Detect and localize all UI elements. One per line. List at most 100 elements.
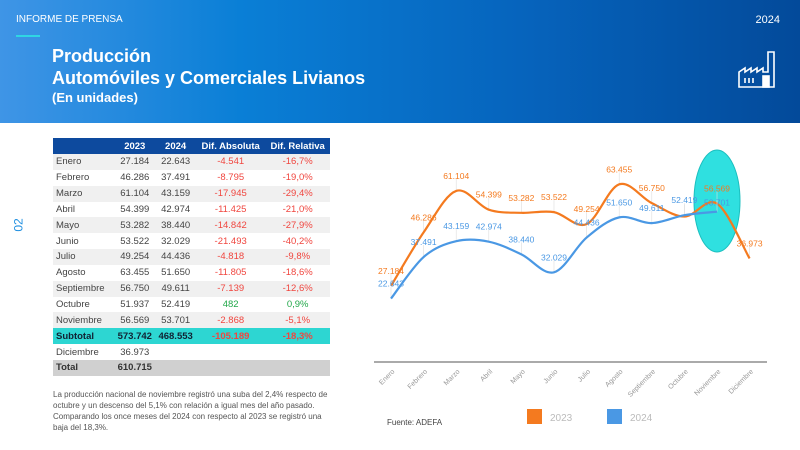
data-label: 44.436 [574, 218, 600, 228]
legend-label: 2023 [550, 413, 573, 424]
table-cell: 56.569 [114, 312, 156, 329]
x-tick-label: Enero [378, 368, 396, 386]
table-row: Febrero 46.286 37.491 -8.795 -19,0% [53, 170, 330, 186]
table-cell: 32.029 [161, 235, 191, 247]
legend-swatch-2023 [527, 409, 542, 424]
table-row: Diciembre 36.973 [53, 344, 330, 360]
header-banner: INFORME DE PRENSA 2024 Producción Automó… [0, 0, 800, 123]
data-label: 53.522 [541, 192, 567, 202]
table-cell: -29,4% [265, 185, 330, 202]
table-cell: Agosto [56, 267, 86, 279]
data-label: 49.254 [574, 204, 600, 214]
table-cell: -105.189 [196, 328, 266, 345]
x-tick-label: Septiembre [627, 368, 657, 398]
table-cell: -17.945 [196, 185, 266, 202]
data-label: 42.974 [476, 222, 502, 232]
table-cell: 49.611 [155, 280, 197, 297]
table-cell: 54.399 [120, 203, 150, 215]
table-cell: Diciembre [56, 346, 99, 358]
table-cell: -21,0% [282, 203, 313, 215]
table-cell: -4.541 [196, 154, 266, 170]
data-label: 49.611 [639, 203, 665, 213]
table-cell: Subtotal [53, 328, 115, 345]
data-label: 27.184 [378, 266, 404, 276]
data-label: 63.455 [606, 164, 632, 174]
table-cell [196, 344, 265, 360]
kicker-underline [16, 35, 40, 37]
table-cell: -12,6% [265, 280, 330, 297]
table-cell: -19,0% [282, 172, 313, 184]
factory-icon [738, 51, 775, 88]
legend-label: 2024 [630, 413, 653, 424]
data-label: 22.643 [378, 279, 404, 289]
table-cell: Noviembre [53, 312, 115, 329]
x-tick-label: Julio [577, 368, 592, 383]
table-row: Mayo 53.282 38.440 -14.842 -27,9% [53, 217, 330, 234]
x-tick-label: Abril [479, 368, 494, 383]
x-tick-label: Febrero [407, 368, 429, 390]
data-label: 38.440 [508, 234, 534, 244]
table-cell: -18,6% [282, 267, 313, 279]
subtotal-row: Subtotal 573.742 468.553 -105.189 -18,3% [53, 328, 330, 345]
table-cell [155, 344, 196, 360]
column-header: Dif. Absoluta [196, 138, 266, 154]
x-tick-label: Noviembre [694, 368, 723, 397]
table-cell: -8.795 [217, 172, 245, 184]
total-row: Total 610.715 [53, 359, 330, 376]
x-tick-label: Agosto [604, 368, 624, 388]
table-row: Junio 53.522 32.029 -21.493 -40,2% [53, 233, 330, 249]
table-cell: 53.282 [114, 217, 156, 234]
x-tick-label: Mayo [510, 368, 527, 385]
table-cell: -40,2% [282, 235, 313, 247]
data-label: 56.750 [639, 183, 665, 193]
summary-paragraph-1: La producción nacional de noviembre regi… [53, 390, 328, 410]
table-cell [265, 359, 330, 376]
table-cell: -21.493 [214, 235, 247, 247]
legend-swatch-2024 [607, 409, 622, 424]
table-cell: Mayo [53, 217, 115, 234]
page-subtitle: Automóviles y Comerciales Livianos [52, 68, 366, 88]
column-header: 2024 [155, 138, 197, 154]
x-tick-label: Octubre [667, 368, 690, 391]
x-tick-label: Marzo [443, 368, 462, 387]
data-label: 37.491 [411, 237, 437, 247]
units-caption: (En unidades) [52, 90, 138, 105]
data-label: 51.650 [606, 197, 632, 207]
summary-note: La producción nacional de noviembre regi… [53, 389, 333, 433]
kicker: INFORME DE PRENSA [16, 14, 123, 25]
x-tick-label: Diciembre [728, 368, 755, 395]
table-cell: 0,9% [286, 299, 309, 311]
table-cell: Marzo [53, 185, 115, 202]
table-cell: -16,7% [265, 154, 330, 170]
table-cell: 44.436 [155, 249, 197, 265]
page-title: Producción [52, 46, 152, 66]
table-cell: 53.701 [155, 312, 197, 329]
table-cell: -14.842 [196, 217, 266, 234]
data-label: 61.104 [443, 171, 469, 181]
table-row: Agosto 63.455 51.650 -11.805 -18,6% [53, 265, 330, 281]
table-cell: -4.818 [196, 249, 266, 265]
data-label: 36.973 [737, 238, 763, 248]
table-cell: 610.715 [114, 359, 156, 376]
table-cell: Septiembre [53, 280, 115, 297]
data-label: 53.701 [704, 198, 730, 208]
table-row: Abril 54.399 42.974 -11.425 -21,0% [53, 202, 330, 218]
table-cell: 53.522 [120, 235, 150, 247]
table-cell: -7.139 [196, 280, 266, 297]
table-cell [196, 359, 266, 376]
table-cell: 36.973 [120, 346, 150, 358]
table-cell: 46.286 [120, 172, 150, 184]
table-cell: 42.974 [161, 203, 191, 215]
table-cell: 52.419 [161, 299, 191, 311]
table-row: Enero 27.184 22.643 -4.541 -16,7% [53, 154, 330, 170]
table-cell: 37.491 [161, 172, 191, 184]
table-cell: 468.553 [155, 328, 197, 345]
table-cell: 482 [222, 299, 239, 311]
table-row: Julio 49.254 44.436 -4.818 -9,8% [53, 249, 330, 265]
table-cell: -9,8% [265, 249, 330, 265]
page-number: 02 [11, 218, 26, 232]
table-row: Noviembre 56.569 53.701 -2.868 -5,1% [53, 312, 330, 329]
table-cell: Octubre [56, 299, 90, 311]
report-year: 2024 [755, 14, 780, 26]
table-cell: 27.184 [114, 154, 156, 170]
